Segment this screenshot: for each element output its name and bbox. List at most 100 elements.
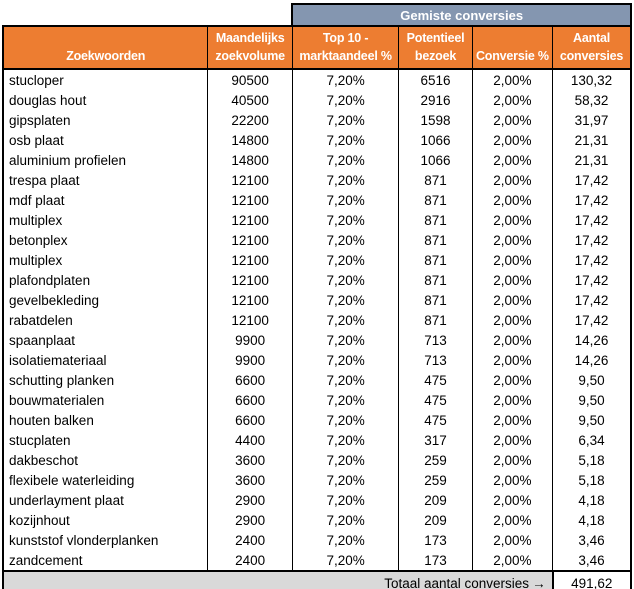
cell-zoekvolume[interactable]: 4400 bbox=[207, 430, 293, 450]
cell-potentieel-bezoek[interactable]: 871 bbox=[398, 170, 473, 190]
total-value-cell[interactable]: 491,62 bbox=[551, 570, 633, 589]
cell-aantal-conversies[interactable]: 4,18 bbox=[552, 490, 633, 510]
cell-zoekvolume[interactable]: 6600 bbox=[207, 390, 293, 410]
cell-aantal-conversies[interactable]: 14,26 bbox=[552, 350, 633, 370]
cell-keyword[interactable]: dakbeschot bbox=[2, 450, 209, 470]
cell-marktaandeel[interactable]: 7,20% bbox=[291, 310, 400, 330]
cell-potentieel-bezoek[interactable]: 209 bbox=[398, 490, 473, 510]
cell-zoekvolume[interactable]: 9900 bbox=[207, 330, 293, 350]
cell-aantal-conversies[interactable]: 17,42 bbox=[552, 270, 633, 290]
cell-keyword[interactable]: underlayment plaat bbox=[2, 490, 209, 510]
cell-marktaandeel[interactable]: 7,20% bbox=[291, 410, 400, 430]
cell-zoekvolume[interactable]: 12100 bbox=[207, 170, 293, 190]
cell-keyword[interactable]: houten balken bbox=[2, 410, 209, 430]
cell-conversie-pct[interactable]: 2,00% bbox=[471, 150, 554, 170]
cell-marktaandeel[interactable]: 7,20% bbox=[291, 330, 400, 350]
cell-conversie-pct[interactable]: 2,00% bbox=[471, 170, 554, 190]
header-conversie-pct[interactable]: Conversie % bbox=[471, 25, 554, 70]
cell-aantal-conversies[interactable]: 17,42 bbox=[552, 250, 633, 270]
cell-aantal-conversies[interactable]: 9,50 bbox=[552, 390, 633, 410]
cell-keyword[interactable]: isolatiemateriaal bbox=[2, 350, 209, 370]
cell-zoekvolume[interactable]: 3600 bbox=[207, 450, 293, 470]
cell-marktaandeel[interactable]: 7,20% bbox=[291, 130, 400, 150]
cell-potentieel-bezoek[interactable]: 475 bbox=[398, 390, 473, 410]
cell-potentieel-bezoek[interactable]: 173 bbox=[398, 550, 473, 571]
cell-aantal-conversies[interactable]: 17,42 bbox=[552, 230, 633, 250]
cell-potentieel-bezoek[interactable]: 475 bbox=[398, 370, 473, 390]
cell-keyword[interactable]: spaanplaat bbox=[2, 330, 209, 350]
cell-conversie-pct[interactable]: 2,00% bbox=[471, 230, 554, 250]
cell-keyword[interactable]: schutting planken bbox=[2, 370, 209, 390]
cell-conversie-pct[interactable]: 2,00% bbox=[471, 450, 554, 470]
cell-aantal-conversies[interactable]: 6,34 bbox=[552, 430, 633, 450]
cell-aantal-conversies[interactable]: 14,26 bbox=[552, 330, 633, 350]
cell-keyword[interactable]: aluminium profielen bbox=[2, 150, 209, 170]
cell-conversie-pct[interactable]: 2,00% bbox=[471, 110, 554, 130]
cell-potentieel-bezoek[interactable]: 259 bbox=[398, 470, 473, 490]
cell-zoekvolume[interactable]: 40500 bbox=[207, 90, 293, 110]
cell-zoekvolume[interactable]: 3600 bbox=[207, 470, 293, 490]
cell-conversie-pct[interactable]: 2,00% bbox=[471, 250, 554, 270]
cell-marktaandeel[interactable]: 7,20% bbox=[291, 210, 400, 230]
cell-potentieel-bezoek[interactable]: 871 bbox=[398, 310, 473, 330]
cell-potentieel-bezoek[interactable]: 871 bbox=[398, 290, 473, 310]
cell-keyword[interactable]: kunststof vlonderplanken bbox=[2, 530, 209, 550]
cell-marktaandeel[interactable]: 7,20% bbox=[291, 370, 400, 390]
cell-keyword[interactable]: douglas hout bbox=[2, 90, 209, 110]
cell-marktaandeel[interactable]: 7,20% bbox=[291, 550, 400, 571]
cell-conversie-pct[interactable]: 2,00% bbox=[471, 350, 554, 370]
cell-conversie-pct[interactable]: 2,00% bbox=[471, 130, 554, 150]
header-marktaandeel[interactable]: Top 10 - marktaandeel % bbox=[291, 25, 400, 70]
cell-marktaandeel[interactable]: 7,20% bbox=[291, 510, 400, 530]
cell-marktaandeel[interactable]: 7,20% bbox=[291, 530, 400, 550]
cell-conversie-pct[interactable]: 2,00% bbox=[471, 490, 554, 510]
cell-marktaandeel[interactable]: 7,20% bbox=[291, 450, 400, 470]
cell-conversie-pct[interactable]: 2,00% bbox=[471, 310, 554, 330]
banner-gemiste-conversies[interactable]: Gemiste conversies bbox=[291, 3, 632, 27]
cell-conversie-pct[interactable]: 2,00% bbox=[471, 510, 554, 530]
cell-zoekvolume[interactable]: 9900 bbox=[207, 350, 293, 370]
cell-marktaandeel[interactable]: 7,20% bbox=[291, 230, 400, 250]
cell-zoekvolume[interactable]: 22200 bbox=[207, 110, 293, 130]
cell-conversie-pct[interactable]: 2,00% bbox=[471, 390, 554, 410]
cell-keyword[interactable]: multiplex bbox=[2, 210, 209, 230]
cell-conversie-pct[interactable]: 2,00% bbox=[471, 430, 554, 450]
total-label-cell[interactable]: Totaal aantal conversies → bbox=[2, 570, 554, 589]
cell-aantal-conversies[interactable]: 4,18 bbox=[552, 510, 633, 530]
header-zoekvolume[interactable]: Maandelijks zoekvolume bbox=[207, 25, 293, 70]
cell-keyword[interactable]: mdf plaat bbox=[2, 190, 209, 210]
cell-zoekvolume[interactable]: 12100 bbox=[207, 230, 293, 250]
cell-aantal-conversies[interactable]: 5,18 bbox=[552, 450, 633, 470]
cell-aantal-conversies[interactable]: 5,18 bbox=[552, 470, 633, 490]
cell-aantal-conversies[interactable]: 3,46 bbox=[552, 530, 633, 550]
cell-potentieel-bezoek[interactable]: 317 bbox=[398, 430, 473, 450]
cell-potentieel-bezoek[interactable]: 871 bbox=[398, 210, 473, 230]
cell-aantal-conversies[interactable]: 21,31 bbox=[552, 150, 633, 170]
cell-conversie-pct[interactable]: 2,00% bbox=[471, 410, 554, 430]
cell-zoekvolume[interactable]: 12100 bbox=[207, 270, 293, 290]
cell-keyword[interactable]: flexibele waterleiding bbox=[2, 470, 209, 490]
cell-conversie-pct[interactable]: 2,00% bbox=[471, 90, 554, 110]
cell-conversie-pct[interactable]: 2,00% bbox=[471, 550, 554, 571]
cell-marktaandeel[interactable]: 7,20% bbox=[291, 69, 400, 90]
cell-keyword[interactable]: plafondplaten bbox=[2, 270, 209, 290]
cell-marktaandeel[interactable]: 7,20% bbox=[291, 170, 400, 190]
cell-marktaandeel[interactable]: 7,20% bbox=[291, 90, 400, 110]
cell-marktaandeel[interactable]: 7,20% bbox=[291, 150, 400, 170]
cell-keyword[interactable]: rabatdelen bbox=[2, 310, 209, 330]
cell-marktaandeel[interactable]: 7,20% bbox=[291, 190, 400, 210]
cell-aantal-conversies[interactable]: 58,32 bbox=[552, 90, 633, 110]
cell-zoekvolume[interactable]: 2400 bbox=[207, 530, 293, 550]
cell-keyword[interactable]: gevelbekleding bbox=[2, 290, 209, 310]
cell-potentieel-bezoek[interactable]: 173 bbox=[398, 530, 473, 550]
cell-marktaandeel[interactable]: 7,20% bbox=[291, 250, 400, 270]
cell-marktaandeel[interactable]: 7,20% bbox=[291, 270, 400, 290]
header-zoekwoorden[interactable]: Zoekwoorden bbox=[2, 25, 209, 70]
cell-zoekvolume[interactable]: 6600 bbox=[207, 370, 293, 390]
cell-potentieel-bezoek[interactable]: 259 bbox=[398, 450, 473, 470]
cell-potentieel-bezoek[interactable]: 1066 bbox=[398, 130, 473, 150]
cell-aantal-conversies[interactable]: 17,42 bbox=[552, 290, 633, 310]
cell-conversie-pct[interactable]: 2,00% bbox=[471, 530, 554, 550]
cell-keyword[interactable]: zandcement bbox=[2, 550, 209, 571]
cell-zoekvolume[interactable]: 14800 bbox=[207, 150, 293, 170]
